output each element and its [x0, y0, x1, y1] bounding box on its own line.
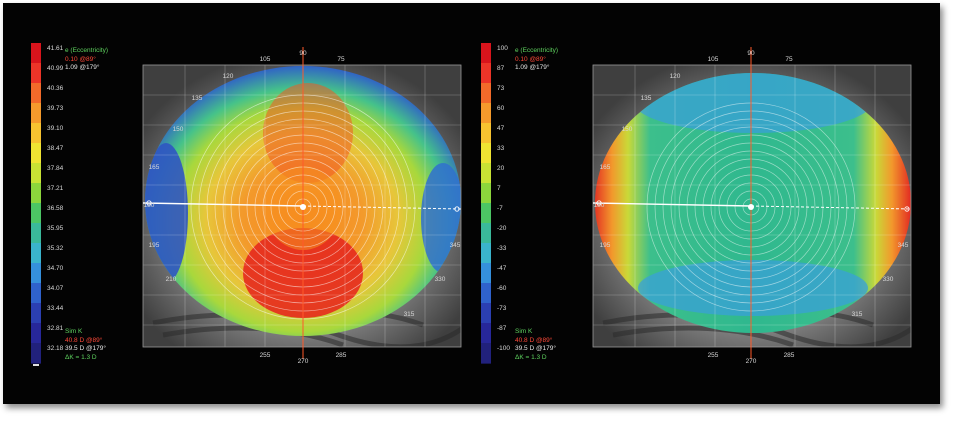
- left-simk-block: Sim K 40.8 D @89° 39.5 D @179° ΔK = 1.3 …: [65, 328, 106, 362]
- figure-frame: 41.61 40.99 40.36 39.73 39.10 38.47 37.84 37.21…: [3, 3, 940, 404]
- scale-tick-label: 37.21: [47, 185, 64, 192]
- scale-tick-label: 41.61: [47, 45, 64, 52]
- simk-white: 39.5 D @179°: [515, 345, 556, 352]
- axis-label-285: 285: [784, 352, 795, 359]
- scale-tick-label: 38.47: [47, 145, 64, 152]
- right-corneal-map: 105 90 75 255 270 285 165 180 195 345 33…: [592, 47, 912, 365]
- axis-label-255: 255: [708, 352, 719, 359]
- scale-tick-label: 35.32: [47, 245, 64, 252]
- eccentricity-label: e (Eccentricity): [515, 47, 558, 54]
- scale-tick-label: 34.07: [47, 285, 64, 292]
- right-topography-panel: 100 87 73 60 47 33 20 7 -7 -20 -33 -47 -60 -73 -87 -100…: [453, 3, 940, 404]
- scale-tick-label: -33: [497, 245, 507, 252]
- axis-label-255: 255: [260, 352, 271, 359]
- scale-tick-label: -7: [497, 205, 503, 212]
- simk-label: Sim K: [515, 328, 533, 335]
- axis-label-90: 90: [299, 50, 307, 57]
- axis-label-345: 345: [898, 242, 909, 249]
- simk-red: 40.8 D @89°: [515, 336, 553, 344]
- scale-tick-label: 33: [497, 145, 505, 152]
- scale-tick-label: 100: [497, 45, 508, 52]
- apex-marker: [748, 204, 754, 210]
- axis-label-90: 90: [747, 50, 755, 57]
- simk-white: 39.5 D @179°: [65, 345, 106, 352]
- scale-tick-label: 39.73: [47, 105, 64, 112]
- scale-tick-label: 40.36: [47, 85, 64, 92]
- inner-mark-150: 150: [622, 126, 633, 133]
- axis-label-345: 345: [450, 242, 461, 249]
- axis-label-210: 210: [166, 276, 177, 283]
- scale-tick-label: 35.95: [47, 225, 64, 232]
- scale-tick-label: 7: [497, 185, 501, 192]
- axis-label-315: 315: [404, 311, 415, 318]
- scale-tick-label: 73: [497, 85, 505, 92]
- axis-label-75: 75: [337, 56, 345, 63]
- axis-label-315: 315: [852, 311, 863, 318]
- scale-tick-label: 20: [497, 165, 505, 172]
- scale-tick-label: -87: [497, 325, 507, 332]
- right-simk-block: Sim K 40.8 D @89° 39.5 D @179° ΔK = 1.3 …: [515, 328, 556, 362]
- scale-tick-label: 39.10: [47, 125, 64, 132]
- scale-tick-label: 37.84: [47, 165, 64, 172]
- right-eccentricity-block: e (Eccentricity) 0.10 @89° 1.09 @179°: [515, 47, 558, 73]
- scale-tick-label: -73: [497, 305, 507, 312]
- inner-mark-150: 150: [173, 126, 184, 133]
- axis-label-270: 270: [746, 358, 757, 365]
- right-heat-map: [595, 73, 911, 333]
- simk-delta: ΔK = 1.3 D: [65, 353, 97, 361]
- scale-tick-label: 33.44: [47, 305, 64, 312]
- eccentricity-red: 0.10 @89°: [515, 55, 546, 63]
- scale-swatch: [31, 343, 41, 364]
- scale-tick-label: -60: [497, 285, 507, 292]
- axis-label-195: 195: [149, 242, 160, 249]
- scale-tick-label: 87: [497, 65, 505, 72]
- left-topography-panel: 41.61 40.99 40.36 39.73 39.10 38.47 37.84 37.21…: [3, 3, 473, 404]
- eccentricity-label: e (Eccentricity): [65, 47, 108, 54]
- simk-red: 40.8 D @89°: [65, 336, 103, 344]
- simk-delta: ΔK = 1.3 D: [515, 353, 547, 361]
- left-corneal-map: 105 90 75 255 270 285 165 180 195 210 34…: [142, 47, 462, 365]
- scale-tick-label: 60: [497, 105, 505, 112]
- axis-label-330: 330: [883, 276, 894, 283]
- inner-mark-135: 135: [192, 95, 203, 102]
- scale-tick-label: 32.18: [47, 345, 64, 352]
- axis-label-165: 165: [149, 164, 160, 171]
- axis-label-330: 330: [435, 276, 446, 283]
- scale-tick-label: 32.81: [47, 325, 64, 332]
- horizontal-axis-line: [592, 202, 752, 207]
- scale-tick-label: -100: [497, 345, 511, 352]
- axis-label-75: 75: [785, 56, 793, 63]
- scale-tick-label: 40.99: [47, 65, 64, 72]
- inner-mark-120: 120: [670, 73, 681, 80]
- simk-label: Sim K: [65, 328, 83, 335]
- scale-tick-label: -47: [497, 265, 507, 272]
- scale-tick-label: 34.70: [47, 265, 64, 272]
- inner-mark-135: 135: [641, 95, 652, 102]
- eccentricity-red: 0.10 @89°: [65, 55, 96, 63]
- horizontal-axis-line: [142, 202, 304, 207]
- map-grid: [593, 65, 911, 347]
- axis-label-105: 105: [260, 56, 271, 63]
- inner-mark-120: 120: [223, 73, 234, 80]
- axis-label-105: 105: [708, 56, 719, 63]
- eccentricity-white: 1.09 @179°: [515, 64, 550, 71]
- axis-label-195: 195: [600, 242, 611, 249]
- scale-tick-label: -20: [497, 225, 507, 232]
- left-eccentricity-block: e (Eccentricity) 0.10 @89° 1.09 @179°: [65, 47, 108, 73]
- scale-marker: [33, 364, 39, 366]
- axis-label-180: 180: [594, 202, 605, 209]
- axis-label-180: 180: [144, 202, 155, 209]
- axis-label-165: 165: [600, 164, 611, 171]
- axis-label-270: 270: [298, 358, 309, 365]
- axis-label-285: 285: [336, 352, 347, 359]
- scale-tick-label: 36.58: [47, 205, 64, 212]
- eccentricity-white: 1.09 @179°: [65, 64, 100, 71]
- apex-marker: [300, 204, 306, 210]
- map-grid: [143, 65, 461, 347]
- scale-tick-label: 47: [497, 125, 505, 132]
- scale-swatch: [481, 343, 491, 364]
